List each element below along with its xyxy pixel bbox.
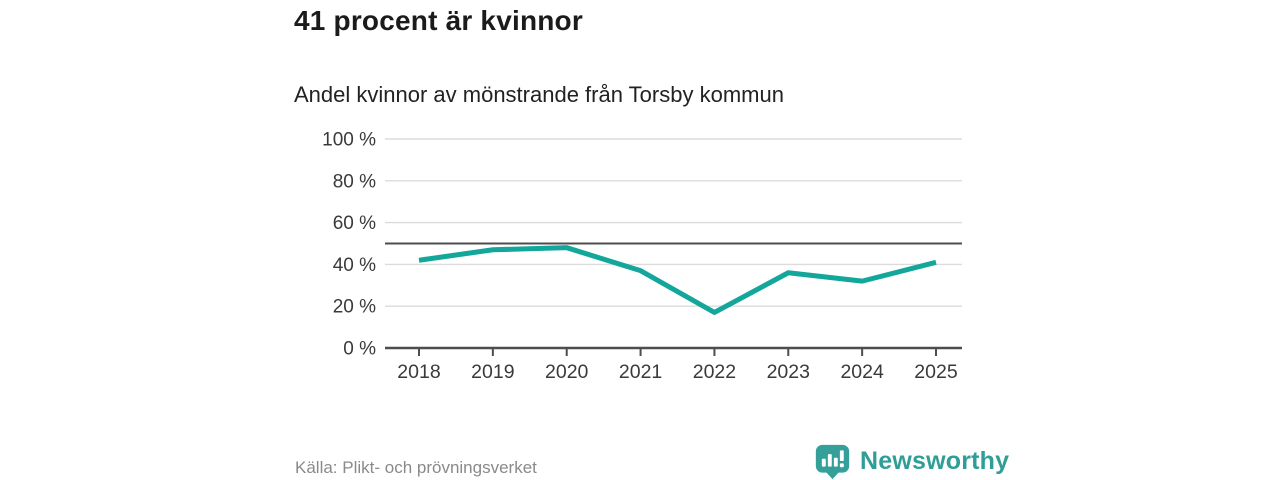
svg-text:2022: 2022 xyxy=(693,361,736,383)
svg-text:2020: 2020 xyxy=(545,361,589,383)
svg-text:100 %: 100 % xyxy=(322,130,376,151)
svg-text:80 %: 80 % xyxy=(333,171,376,192)
svg-text:2025: 2025 xyxy=(914,361,958,383)
source-text: Källa: Plikt- och prövningsverket xyxy=(295,458,537,477)
svg-text:2023: 2023 xyxy=(767,361,810,383)
chart-subtitle: Andel kvinnor av mönstrande från Torsby … xyxy=(294,82,784,107)
brand-name: Newsworthy xyxy=(860,447,1010,475)
line-chart: 0 % 20 % 40 % 60 % 80 % 100 % 2018 2019 2020 2021… xyxy=(322,130,962,383)
svg-text:2021: 2021 xyxy=(619,361,662,383)
svg-text:60 %: 60 % xyxy=(333,213,376,234)
svg-text:20 %: 20 % xyxy=(333,297,376,318)
svg-text:2018: 2018 xyxy=(397,361,440,383)
svg-text:2019: 2019 xyxy=(471,361,514,383)
speech-bubble-shape xyxy=(815,444,850,480)
page-title: 41 procent är kvinnor xyxy=(294,5,583,36)
svg-text:2024: 2024 xyxy=(840,361,884,383)
newsworthy-logo: Newsworthy xyxy=(814,443,1009,480)
svg-text:40 %: 40 % xyxy=(333,255,376,276)
svg-text:0 %: 0 % xyxy=(343,339,376,360)
newsworthy-bar-chart-icon xyxy=(815,444,850,480)
